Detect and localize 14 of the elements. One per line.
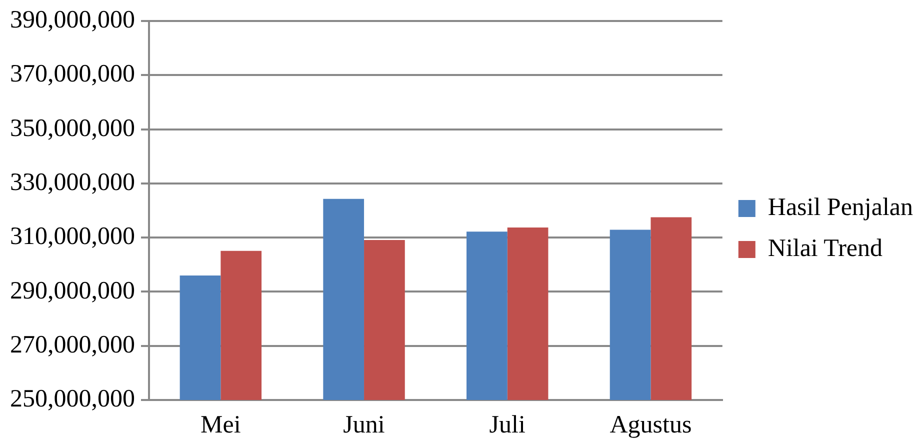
x-tick-label: Agustus [610, 412, 692, 439]
legend-label: Hasil Penjalan [768, 194, 914, 222]
y-tick-label: 390,000,000 [10, 6, 135, 34]
y-tick-label: 270,000,000 [10, 331, 135, 358]
y-tick-label: 250,000,000 [10, 386, 135, 413]
y-tick-label: 330,000,000 [10, 168, 135, 196]
y-tick-label: 370,000,000 [10, 60, 135, 88]
y-tick-label: 310,000,000 [10, 223, 135, 250]
legend-label: Nilai Trend [768, 235, 883, 262]
x-tick-label: Juli [489, 412, 526, 439]
x-tick-label: Mei [200, 412, 241, 439]
y-tick-label: 350,000,000 [10, 114, 135, 142]
y-tick-label: 290,000,000 [10, 277, 135, 304]
x-tick-label: Juni [343, 412, 385, 439]
